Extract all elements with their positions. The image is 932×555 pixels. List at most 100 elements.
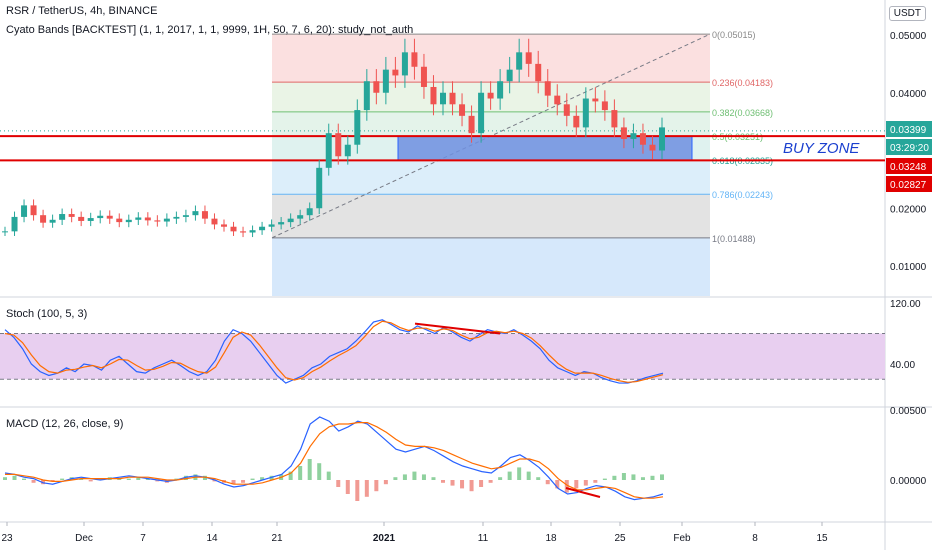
candle-body <box>163 218 170 222</box>
candle-body <box>478 92 485 134</box>
macd-histogram-bar <box>469 480 474 492</box>
price-tick-label: 0.05000 <box>890 31 927 42</box>
candle-body <box>497 81 504 99</box>
macd-histogram-bar <box>402 474 407 480</box>
price-tick-label: 0.04000 <box>890 89 927 100</box>
macd-histogram-bar <box>60 478 65 480</box>
macd-histogram-bar <box>174 478 179 480</box>
macd-histogram-bar <box>41 480 46 485</box>
candle-body <box>420 66 427 87</box>
price-tag <box>886 176 932 192</box>
candle-body <box>30 205 37 216</box>
macd-histogram-bar <box>98 478 103 480</box>
candle-body <box>468 115 475 134</box>
time-tick-label: 11 <box>478 533 489 544</box>
candle-body <box>135 217 142 220</box>
macd-label: MACD (12, 26, close, 9) <box>6 418 124 430</box>
stoch-band <box>0 333 885 380</box>
macd-histogram-bar <box>536 477 541 480</box>
candle-body <box>535 63 542 82</box>
macd-histogram-bar <box>12 475 17 480</box>
candle-body <box>316 167 323 209</box>
candle-body <box>411 52 418 67</box>
price-tag <box>886 121 932 137</box>
macd-histogram-bar <box>602 478 607 480</box>
fib-level-label: 1(0.01488) <box>712 234 756 244</box>
candle-body <box>87 218 94 221</box>
candle-body <box>240 231 247 233</box>
macd-histogram-bar <box>326 471 331 480</box>
fib-level-label: 0.236(0.04183) <box>712 78 773 88</box>
macd-histogram-bar <box>79 478 84 480</box>
candle-body <box>325 133 332 168</box>
candle-body <box>659 127 665 151</box>
macd-histogram-bar <box>412 471 417 480</box>
candle-body <box>544 81 551 96</box>
fib-zone <box>272 194 710 238</box>
candle-body <box>620 127 627 139</box>
candle-body <box>525 52 532 64</box>
candle-body <box>211 218 218 225</box>
stoch-tick-label: 40.00 <box>890 360 915 371</box>
macd-histogram-bar <box>545 480 550 485</box>
macd-histogram-bar <box>526 471 531 480</box>
indicator-label: Cyato Bands [BACKTEST] (1, 1, 2017, 1, 1… <box>6 24 414 36</box>
candle-body <box>221 224 227 227</box>
candle-body <box>97 215 104 219</box>
macd-line <box>4 416 664 501</box>
candle-body <box>144 217 151 221</box>
macd-histogram-bar <box>450 480 455 486</box>
candle-body <box>382 69 389 93</box>
macd-histogram-bar <box>660 474 664 480</box>
candle-body <box>125 219 132 223</box>
time-tick-label: Dec <box>75 533 93 544</box>
candle-body <box>249 230 256 233</box>
candle-body <box>601 101 608 111</box>
macd-tick-label: 0.00000 <box>890 476 927 487</box>
macd-histogram-bar <box>393 477 398 480</box>
candle-body <box>582 98 589 128</box>
candle-body <box>230 226 237 232</box>
candle-body <box>40 215 47 223</box>
macd-divergence-line <box>565 487 601 498</box>
candle-body <box>192 211 199 216</box>
candle-body <box>297 215 304 219</box>
candle-body <box>563 104 570 116</box>
macd-histogram-bar <box>374 480 379 492</box>
macd-histogram-bar <box>3 477 7 480</box>
macd-histogram-bar <box>250 478 255 480</box>
macd-histogram-bar <box>88 480 93 482</box>
price-tag-label: 0.03399 <box>890 125 927 136</box>
time-tick-label: 18 <box>545 533 557 544</box>
candle-body <box>392 69 399 76</box>
price-tick-label: 0.02000 <box>890 204 927 215</box>
macd-histogram-bar <box>231 480 236 485</box>
candle-body <box>516 52 523 70</box>
candle-body <box>401 52 408 76</box>
currency-badge[interactable]: USDT <box>888 6 926 21</box>
candle-body <box>573 115 580 128</box>
price-tag <box>886 139 932 155</box>
fib-level-label: 0.382(0.03668) <box>712 108 773 118</box>
time-tick-label: 8 <box>752 533 758 544</box>
macd-histogram-bar <box>336 480 341 487</box>
candle-body <box>21 205 28 217</box>
fib-zone <box>272 237 710 296</box>
macd-histogram-bar <box>488 480 493 483</box>
macd-histogram-bar <box>288 471 293 480</box>
candle-body <box>259 226 266 231</box>
time-tick-label: 7 <box>140 533 146 544</box>
candle-body <box>116 218 123 223</box>
macd-histogram-bar <box>22 478 27 480</box>
price-tick-label: 0.01000 <box>890 262 927 273</box>
candle-body <box>554 95 561 105</box>
candle-body <box>268 224 275 227</box>
candle-body <box>430 86 437 105</box>
price-tag-label: 0.02827 <box>890 180 927 191</box>
time-tick-label: 25 <box>614 533 626 544</box>
fib-zone <box>272 160 710 195</box>
candle-body <box>173 216 180 219</box>
stoch-label: Stoch (100, 5, 3) <box>6 308 88 320</box>
